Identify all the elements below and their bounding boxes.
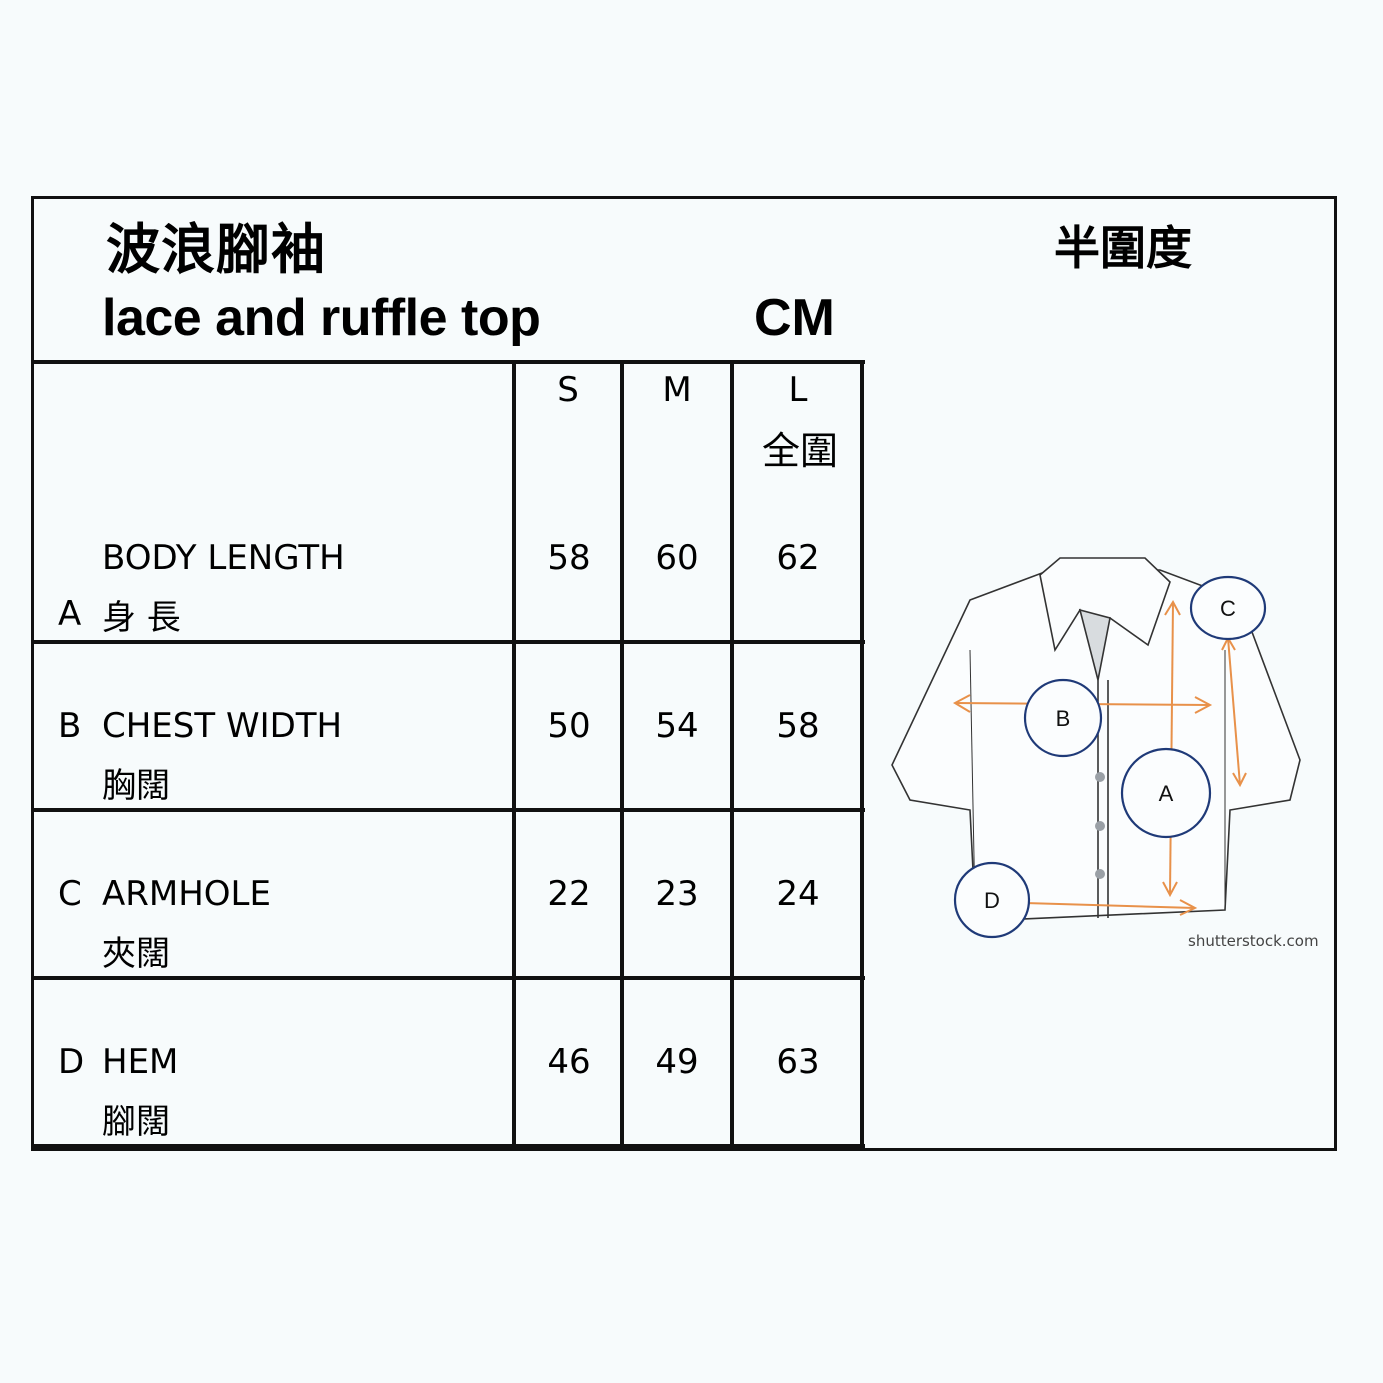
cell-value: 23 <box>655 874 699 914</box>
marker-b <box>1023 678 1103 758</box>
marker-c <box>1189 575 1267 641</box>
column-header-s: S <box>557 370 579 410</box>
row-label-en: CHEST WIDTH <box>102 706 343 746</box>
row-label-zh: 身 長 <box>102 598 181 638</box>
cell-value: 60 <box>655 538 699 578</box>
row-letter: C <box>58 874 82 914</box>
marker-d <box>953 861 1031 939</box>
cell-value: 49 <box>655 1042 699 1082</box>
divider <box>730 362 734 1148</box>
divider <box>32 360 865 364</box>
cell-value: 58 <box>776 706 820 746</box>
row-letter: A <box>58 594 82 634</box>
button-icons <box>1095 772 1105 879</box>
cell-value: 24 <box>776 874 820 914</box>
divider <box>620 362 624 1148</box>
product-title-zh: 波浪腳袖 <box>106 218 326 281</box>
row-label-en: ARMHOLE <box>102 874 271 914</box>
row-label-zh: 胸闊 <box>102 766 170 806</box>
marker-a <box>1120 747 1212 839</box>
cell-value: 63 <box>776 1042 820 1082</box>
row-label-zh: 夾闊 <box>102 934 170 974</box>
row-label-en: HEM <box>102 1042 179 1082</box>
column-header-l: L <box>788 370 808 410</box>
row-label-en: BODY LENGTH <box>102 538 345 578</box>
measurement-arrows <box>952 599 1247 916</box>
marker-label-a: A <box>1159 781 1174 806</box>
column-header-m: M <box>662 370 692 410</box>
divider <box>32 808 865 812</box>
cell-value: 46 <box>547 1042 591 1082</box>
size-chart-frame <box>31 196 1337 1151</box>
shirt-diagram: C B A D <box>891 557 1301 939</box>
full-circumference-note: 全圍 <box>761 429 838 473</box>
product-title-en: lace and ruffle top <box>102 289 541 347</box>
row-letter: B <box>58 706 82 746</box>
divider <box>860 362 864 1148</box>
cell-value: 22 <box>547 874 591 914</box>
divider <box>512 362 516 1148</box>
row-letter: D <box>58 1042 85 1082</box>
divider <box>32 640 865 644</box>
watermark: shutterstock.com <box>1188 932 1319 950</box>
cell-value: 50 <box>547 706 591 746</box>
measurement-markers <box>953 575 1267 939</box>
unit-label: CM <box>754 289 835 347</box>
cell-value: 62 <box>776 538 820 578</box>
row-label-zh: 腳闊 <box>102 1102 170 1142</box>
cell-value: 54 <box>655 706 699 746</box>
marker-label-b: B <box>1056 706 1071 731</box>
marker-label-c: C <box>1220 596 1236 621</box>
cell-value: 58 <box>547 538 591 578</box>
divider <box>32 976 865 980</box>
measure-note: 半圍度 <box>1054 221 1192 275</box>
divider <box>32 1144 865 1148</box>
marker-label-d: D <box>984 888 1000 913</box>
